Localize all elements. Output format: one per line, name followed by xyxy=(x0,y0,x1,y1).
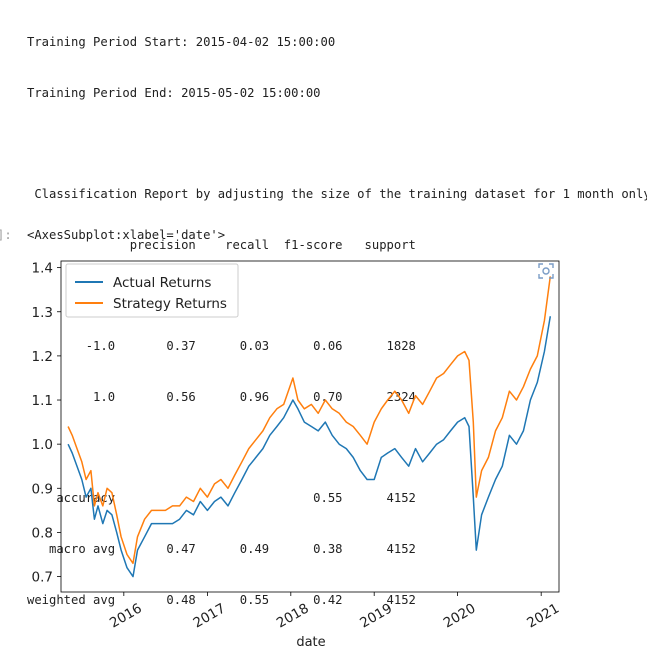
output-line xyxy=(27,135,647,152)
x-axis-label: date xyxy=(296,635,325,650)
output-line: 1.0 0.56 0.96 0.70 2324 xyxy=(27,389,416,404)
output-line xyxy=(27,440,647,457)
cell-prompt: ]: xyxy=(0,228,12,242)
output-line: Classification Report by adjusting the s… xyxy=(27,186,647,201)
output-line: weighted avg 0.48 0.55 0.42 4152 xyxy=(27,592,416,607)
output-line: precision recall f1-score support xyxy=(27,237,416,252)
output-line: Training Period Start: 2015-04-02 15:00:… xyxy=(27,34,336,49)
focus-zoom-icon[interactable] xyxy=(535,260,557,282)
output-line: macro avg 0.47 0.49 0.38 4152 xyxy=(27,542,416,556)
output-line xyxy=(27,287,647,304)
output-line: Training Period End: 2015-05-02 15:00:00 xyxy=(27,85,321,100)
output-line: accuracy 0.55 4152 xyxy=(27,491,416,506)
classification-report-output: Training Period Start: 2015-04-02 15:00:… xyxy=(27,0,647,626)
result-repr: <AxesSubplot:xlabel='date'> xyxy=(27,228,226,242)
output-line: -1.0 0.37 0.03 0.06 1828 xyxy=(27,339,416,354)
